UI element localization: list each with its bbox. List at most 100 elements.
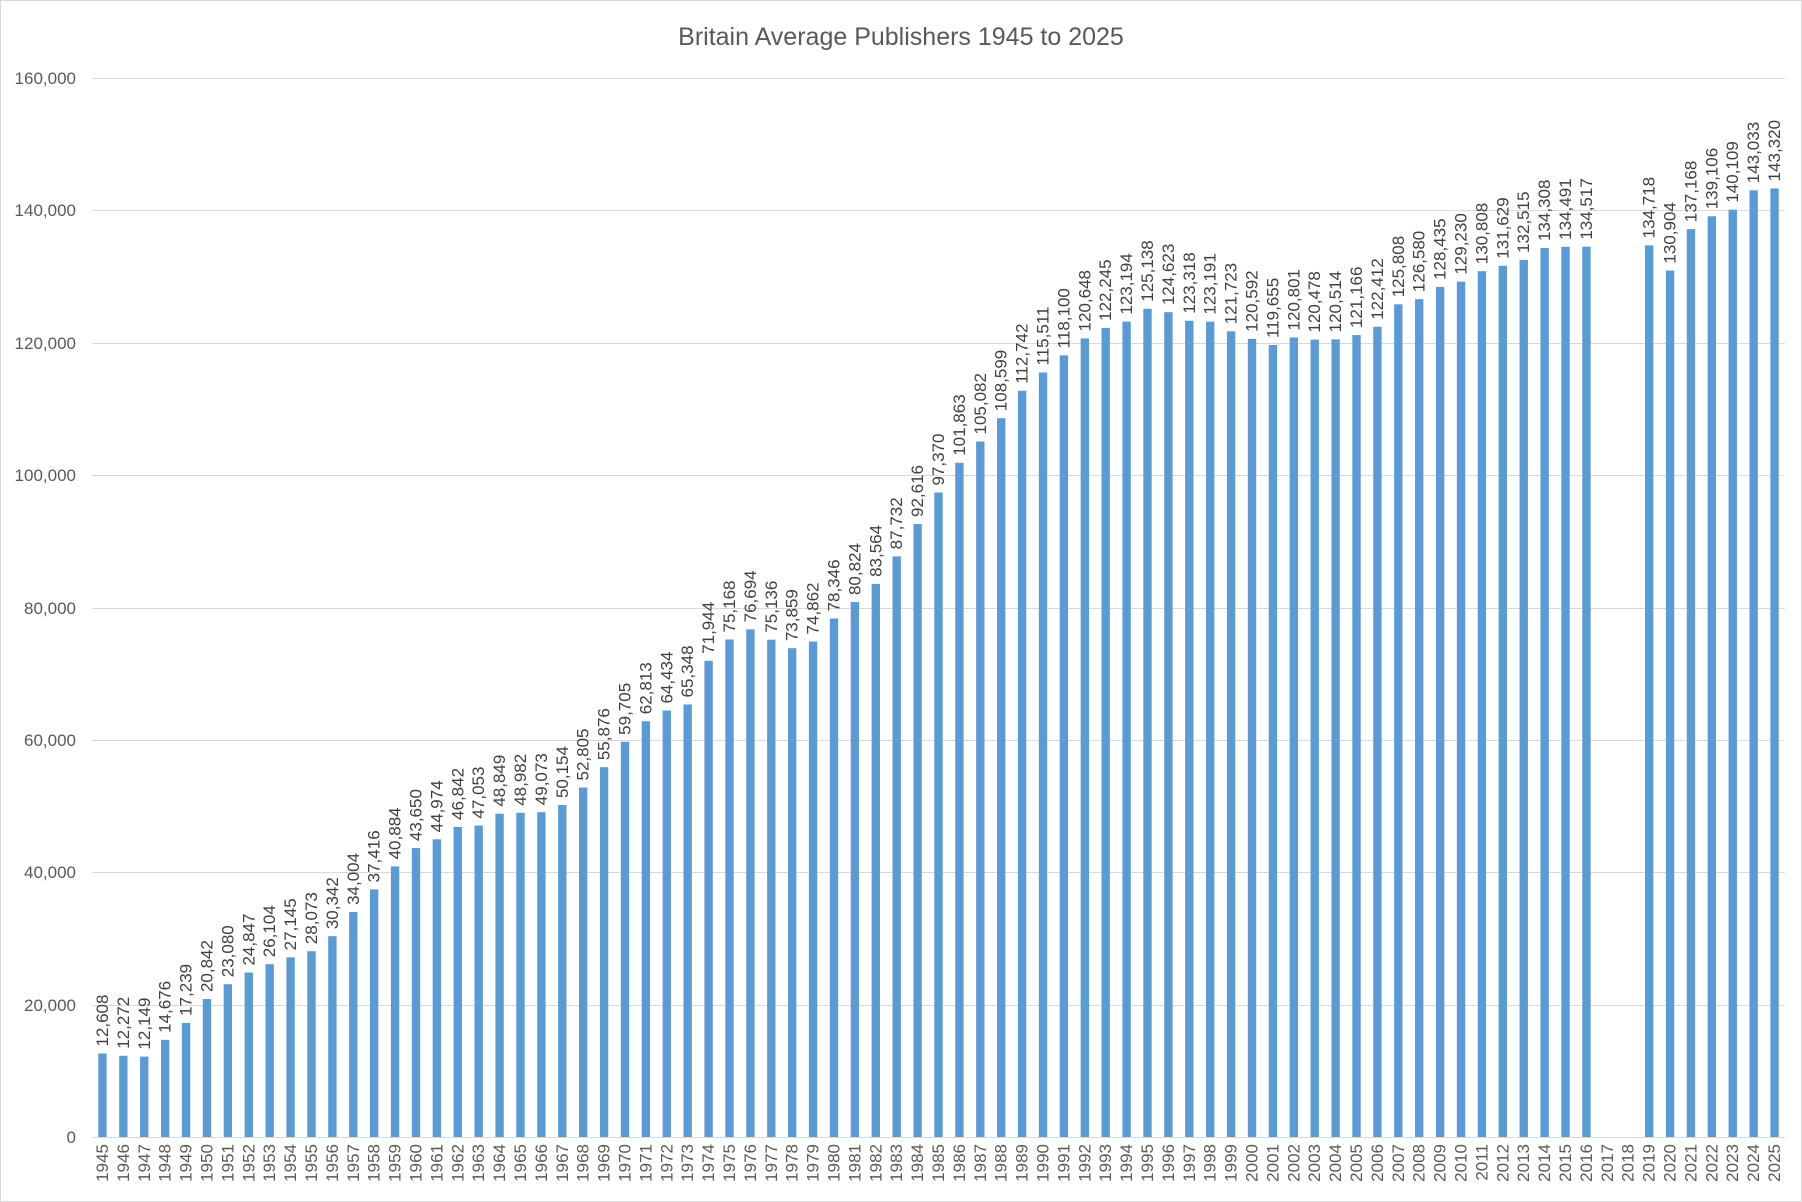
bar-1963	[474, 825, 483, 1137]
bar-1983	[892, 556, 901, 1137]
bar-1985	[934, 492, 943, 1137]
bar-1997	[1185, 320, 1194, 1137]
bar-1984	[913, 523, 922, 1137]
x-tick-label-2011: 2011	[1472, 1144, 1491, 1181]
x-tick-label-1969: 1969	[595, 1144, 614, 1182]
data-label-2004: 120,514	[1326, 271, 1345, 332]
data-label-1946: 12,272	[114, 997, 133, 1049]
bar-1959	[390, 866, 400, 1137]
x-tick-label-1991: 1991	[1054, 1144, 1073, 1182]
data-label-1950: 20,842	[197, 940, 216, 992]
x-tick-label-2002: 2002	[1284, 1144, 1303, 1182]
x-tick-label-1972: 1972	[657, 1144, 676, 1182]
bar-1965	[516, 812, 525, 1137]
x-tick-label-1973: 1973	[678, 1144, 697, 1182]
y-axis-labels: 0 20,000 40,000 60,000 80,000 100,000 120,000 1…	[15, 69, 76, 1147]
x-tick-label-1995: 1995	[1138, 1144, 1157, 1182]
data-label-2012: 131,629	[1493, 197, 1512, 258]
x-tick-label-2009: 2009	[1431, 1144, 1450, 1182]
data-label-2010: 129,230	[1452, 213, 1471, 274]
data-label-1966: 49,073	[532, 753, 551, 805]
data-label-2007: 125,808	[1389, 236, 1408, 297]
x-tick-label-1985: 1985	[929, 1144, 948, 1182]
bar-1946	[119, 1055, 128, 1137]
data-label-1965: 48,982	[511, 754, 530, 806]
bar-1981	[850, 602, 860, 1137]
data-label-1963: 47,053	[469, 767, 488, 819]
bar-1973	[683, 704, 692, 1137]
x-tick-label-2012: 2012	[1493, 1144, 1512, 1182]
x-tick-label-1962: 1962	[448, 1144, 467, 1182]
bar-2009	[1435, 286, 1445, 1137]
bar-1955	[307, 951, 316, 1137]
x-tick-label-1993: 1993	[1096, 1144, 1115, 1182]
bar-1970	[620, 741, 630, 1137]
data-label-1947: 12,149	[135, 998, 154, 1050]
bar-2010	[1456, 281, 1466, 1137]
x-tick-label-2016: 2016	[1577, 1144, 1596, 1182]
x-tick-label-2017: 2017	[1598, 1144, 1617, 1182]
x-tick-label-1953: 1953	[260, 1144, 279, 1182]
bar-2003	[1310, 339, 1319, 1137]
data-label-1988: 108,599	[992, 350, 1011, 411]
x-tick-label-2022: 2022	[1702, 1144, 1721, 1182]
bar-2021	[1686, 229, 1696, 1138]
data-label-1994: 123,194	[1117, 253, 1136, 314]
data-label-2024: 143,033	[1744, 122, 1763, 183]
data-label-1962: 46,842	[448, 768, 467, 820]
bar-1961	[432, 839, 442, 1137]
bar-2005	[1352, 335, 1361, 1137]
data-label-1959: 40,884	[386, 807, 405, 859]
x-tick-label-2007: 2007	[1389, 1144, 1408, 1182]
data-label-1984: 92,616	[908, 465, 927, 517]
x-tick-label-2004: 2004	[1326, 1144, 1345, 1182]
data-label-1969: 55,876	[595, 708, 614, 760]
x-tick-label-1989: 1989	[1013, 1144, 1032, 1182]
bar-1960	[411, 848, 421, 1137]
data-label-2001: 119,655	[1263, 278, 1282, 338]
data-label-1987: 105,082	[971, 373, 990, 434]
x-tick-label-1948: 1948	[156, 1144, 175, 1182]
x-tick-label-2021: 2021	[1681, 1144, 1700, 1182]
data-label-1978: 73,859	[783, 589, 802, 641]
x-tick-label-1951: 1951	[218, 1144, 237, 1182]
data-label-1961: 44,974	[427, 780, 446, 832]
x-tick-label-1988: 1988	[992, 1144, 1011, 1182]
data-label-1993: 122,245	[1096, 259, 1115, 320]
data-label-2016: 134,517	[1577, 178, 1596, 239]
x-tick-label-1947: 1947	[135, 1144, 154, 1182]
y-tick-label-40000: 40,000	[24, 863, 76, 882]
x-tick-label-1976: 1976	[741, 1144, 760, 1182]
bar-1950	[202, 999, 212, 1137]
x-tick-label-2025: 2025	[1765, 1144, 1784, 1182]
data-label-1990: 115,511	[1034, 307, 1053, 366]
x-tick-label-1987: 1987	[971, 1144, 990, 1182]
y-tick-label-20000: 20,000	[24, 996, 76, 1015]
bar-1992	[1080, 338, 1089, 1137]
x-tick-label-1984: 1984	[908, 1144, 927, 1182]
x-tick-label-1999: 1999	[1222, 1144, 1241, 1182]
data-label-1968: 52,805	[574, 728, 593, 780]
data-label-1985: 97,370	[929, 434, 948, 486]
data-label-1955: 28,073	[302, 892, 321, 944]
x-tick-label-1975: 1975	[720, 1144, 739, 1182]
x-tick-label-2024: 2024	[1744, 1144, 1763, 1182]
bar-1998	[1206, 321, 1215, 1137]
bar-1947	[140, 1056, 149, 1137]
x-tick-label-1971: 1971	[636, 1144, 655, 1182]
x-tick-label-1990: 1990	[1034, 1144, 1053, 1182]
data-label-2025: 143,320	[1765, 120, 1784, 181]
bar-1956	[328, 936, 337, 1137]
data-label-1981: 80,824	[845, 543, 864, 595]
x-tick-label-1986: 1986	[950, 1144, 969, 1182]
data-label-2014: 134,308	[1535, 180, 1554, 241]
bar-1976	[746, 629, 755, 1137]
x-tick-label-1968: 1968	[574, 1144, 593, 1182]
x-tick-label-1954: 1954	[281, 1144, 300, 1182]
data-label-2009: 128,435	[1431, 218, 1450, 279]
bar-2006	[1373, 326, 1382, 1137]
x-tick-label-1952: 1952	[239, 1144, 258, 1182]
x-tick-label-2006: 2006	[1368, 1144, 1387, 1182]
x-tick-label-1959: 1959	[386, 1144, 405, 1182]
x-tick-label-1967: 1967	[553, 1144, 572, 1182]
